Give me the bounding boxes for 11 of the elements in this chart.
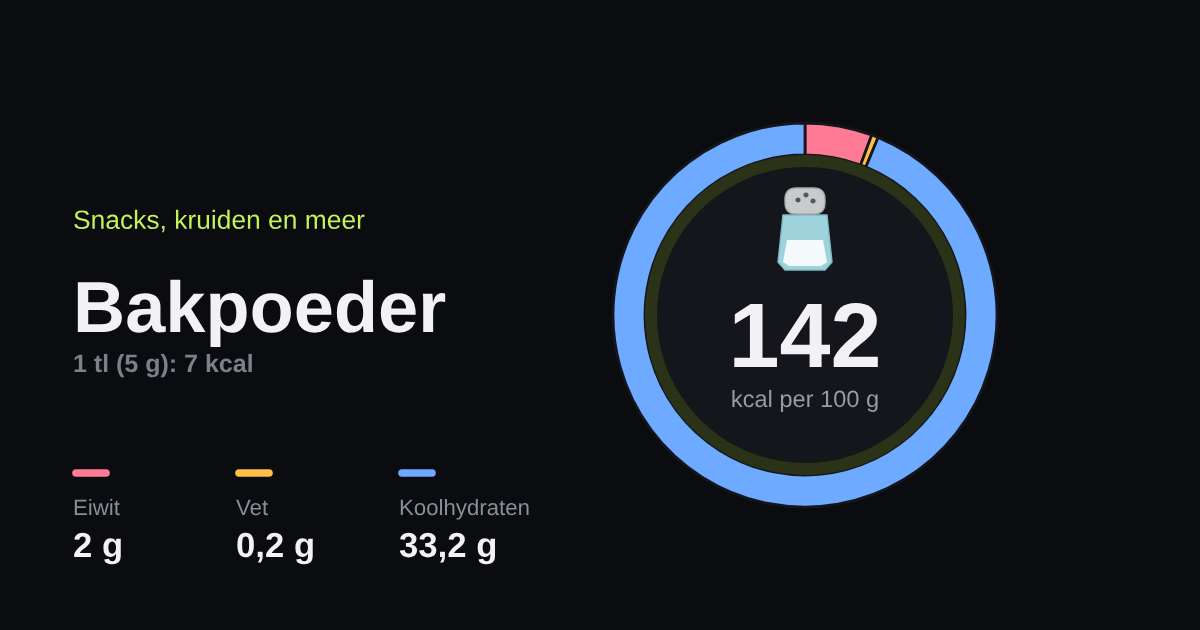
legend-label: Koolhydraten [400, 498, 529, 520]
text: 1 tl (5 g): 7 kcal [74, 353, 252, 378]
data-label: 0,2 g [237, 532, 313, 565]
text: kcal per 100 g [732, 389, 878, 412]
legend-label: Eiwit [74, 498, 120, 516]
legend-label: Vet [236, 499, 268, 516]
text: 142 [734, 302, 878, 367]
data-label: 33,2 g [399, 532, 496, 565]
text: Bakpoeder [77, 279, 446, 347]
text: Snacks, kruiden en meer [74, 209, 365, 233]
data-label: 2 g [74, 532, 121, 565]
